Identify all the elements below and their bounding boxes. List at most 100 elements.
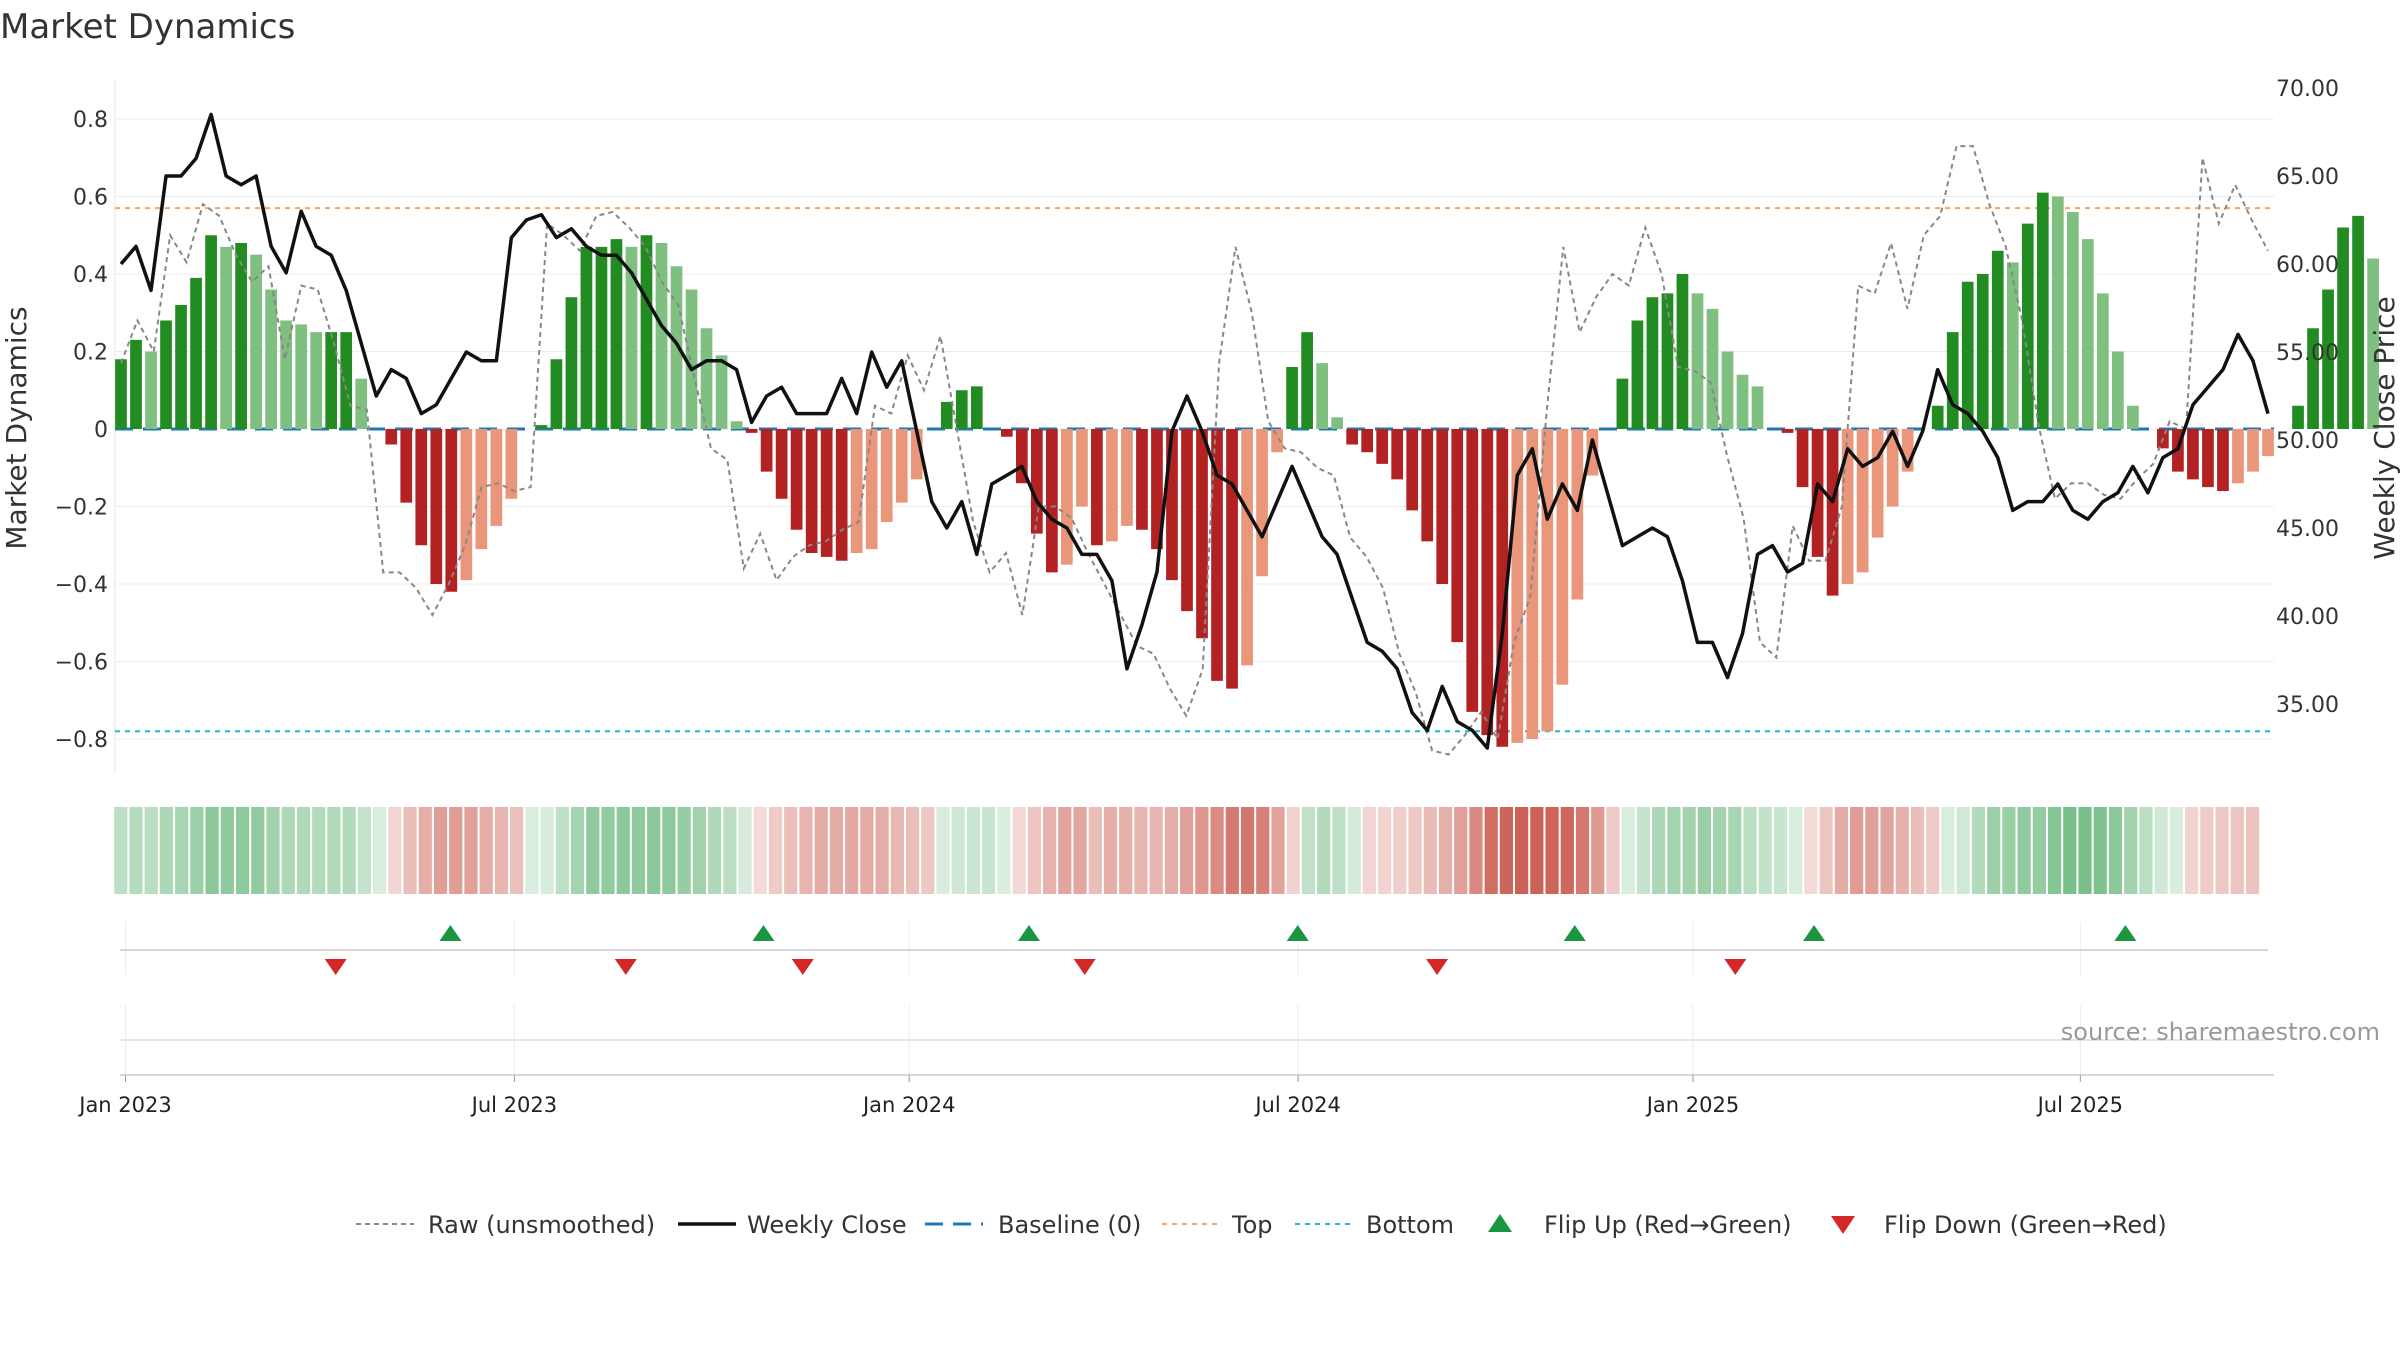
regime-cell xyxy=(1423,807,1437,894)
regime-cell xyxy=(1240,807,1255,894)
regime-cell xyxy=(2047,807,2062,894)
momentum-bar xyxy=(490,429,503,526)
regime-cell xyxy=(2154,807,2168,894)
regime-cell xyxy=(1210,807,1224,894)
regime-cell xyxy=(525,807,539,894)
momentum-bar xyxy=(310,332,323,429)
regime-cell xyxy=(1971,807,1986,894)
momentum-bar xyxy=(145,351,157,429)
momentum-bar xyxy=(1466,429,1479,712)
right-tick-label: 65.00 xyxy=(2276,165,2339,190)
regime-cell xyxy=(1438,807,1453,894)
momentum-bar xyxy=(115,359,127,429)
flip-panel xyxy=(120,922,2268,975)
momentum-bar xyxy=(355,378,368,429)
regime-strip xyxy=(114,807,2260,894)
regime-cell xyxy=(479,807,493,894)
momentum-bar xyxy=(610,239,623,429)
momentum-bar xyxy=(1571,429,1584,600)
momentum-bar xyxy=(850,429,863,553)
regime-cell xyxy=(2078,807,2092,894)
momentum-bar xyxy=(655,243,668,429)
regime-cell xyxy=(373,807,387,894)
momentum-bar xyxy=(2217,429,2229,491)
raw-line xyxy=(120,145,2269,756)
momentum-bar xyxy=(700,328,713,429)
flip-down-marker xyxy=(1724,959,1747,975)
momentum-bar xyxy=(1301,332,1313,429)
momentum-bar xyxy=(670,266,683,429)
momentum-bar xyxy=(1781,429,1794,433)
momentum-bar xyxy=(940,401,953,429)
regime-cell xyxy=(281,807,295,894)
momentum-bar xyxy=(1721,351,1734,429)
regime-cell xyxy=(1301,807,1316,894)
momentum-bar xyxy=(970,386,983,429)
raw-series xyxy=(120,145,2269,756)
x-tick-label: Jan 2024 xyxy=(861,1093,956,1117)
momentum-bar xyxy=(1346,429,1359,445)
momentum-bar xyxy=(1676,274,1689,429)
momentum-bar xyxy=(2051,196,2064,429)
right-axis: 70.00 65.00 60.00 55.00 50.00 45.00 40.00 35.00 xyxy=(2276,77,2339,718)
regime-cell xyxy=(1317,807,1331,894)
regime-cell xyxy=(1256,807,1270,894)
momentum-bar xyxy=(1271,429,1283,453)
regime-cell xyxy=(1865,807,1879,894)
regime-cell xyxy=(1682,807,1696,894)
source-credit: source: sharemaestro.com xyxy=(2061,1018,2380,1046)
regime-cell xyxy=(951,807,965,894)
regime-cell xyxy=(2230,807,2244,894)
regime-cell xyxy=(1560,807,1574,894)
x-axis-ticks: Jan 2023 Jul 2023 Jan 2024 Jul 2024 Jan 2025… xyxy=(77,1075,2123,1117)
regime-cell xyxy=(2200,807,2214,894)
regime-cell xyxy=(205,807,219,894)
momentum-bar xyxy=(910,429,923,480)
momentum-bar xyxy=(265,289,277,429)
momentum-bar xyxy=(2096,293,2109,429)
legend-label: Weekly Close xyxy=(747,1211,907,1239)
regime-cell xyxy=(936,807,950,894)
regime-cell xyxy=(1103,807,1118,894)
regime-cell xyxy=(1088,807,1102,894)
regime-cell xyxy=(2093,807,2107,894)
momentum-bar xyxy=(1256,429,1268,577)
regime-cell xyxy=(1499,807,1514,894)
regime-cell xyxy=(235,807,250,894)
left-axis: 0.8 0.6 0.4 0.2 0 −0.2 −0.4 −0.6 −0.8 xyxy=(55,108,108,753)
momentum-bar xyxy=(1376,429,1389,464)
momentum-bar xyxy=(295,324,308,429)
regime-cell xyxy=(510,807,524,894)
regime-cell xyxy=(997,807,1011,894)
regime-cell xyxy=(1515,807,1529,894)
x-tick-label: Jan 2023 xyxy=(77,1093,172,1117)
regime-cell xyxy=(2002,807,2016,894)
regime-cell xyxy=(647,807,661,894)
regime-cell xyxy=(1575,807,1590,894)
momentum-bar xyxy=(760,429,773,472)
flip-up-marker xyxy=(2114,925,2137,941)
momentum-bar xyxy=(1511,429,1524,743)
momentum-bar xyxy=(2066,212,2079,429)
momentum-bar xyxy=(175,305,187,429)
regime-cell xyxy=(1926,807,1940,894)
regime-cell xyxy=(1636,807,1651,894)
momentum-bar xyxy=(340,332,353,429)
right-tick-label: 35.00 xyxy=(2276,693,2339,718)
momentum-bar xyxy=(1121,429,1133,526)
momentum-bar xyxy=(1541,429,1554,732)
regime-cell xyxy=(494,807,509,894)
momentum-bar xyxy=(1496,429,1509,747)
regime-cell xyxy=(768,807,783,894)
momentum-bar xyxy=(2127,405,2139,429)
momentum-bar xyxy=(2202,429,2214,488)
regime-cell xyxy=(829,807,844,894)
momentum-bar xyxy=(1826,429,1839,596)
momentum-bar xyxy=(835,429,848,561)
regime-cell xyxy=(190,807,204,894)
momentum-bar xyxy=(865,429,878,550)
right-tick-label: 55.00 xyxy=(2276,341,2339,366)
regime-cell xyxy=(1728,807,1742,894)
regime-cell xyxy=(1012,807,1026,894)
